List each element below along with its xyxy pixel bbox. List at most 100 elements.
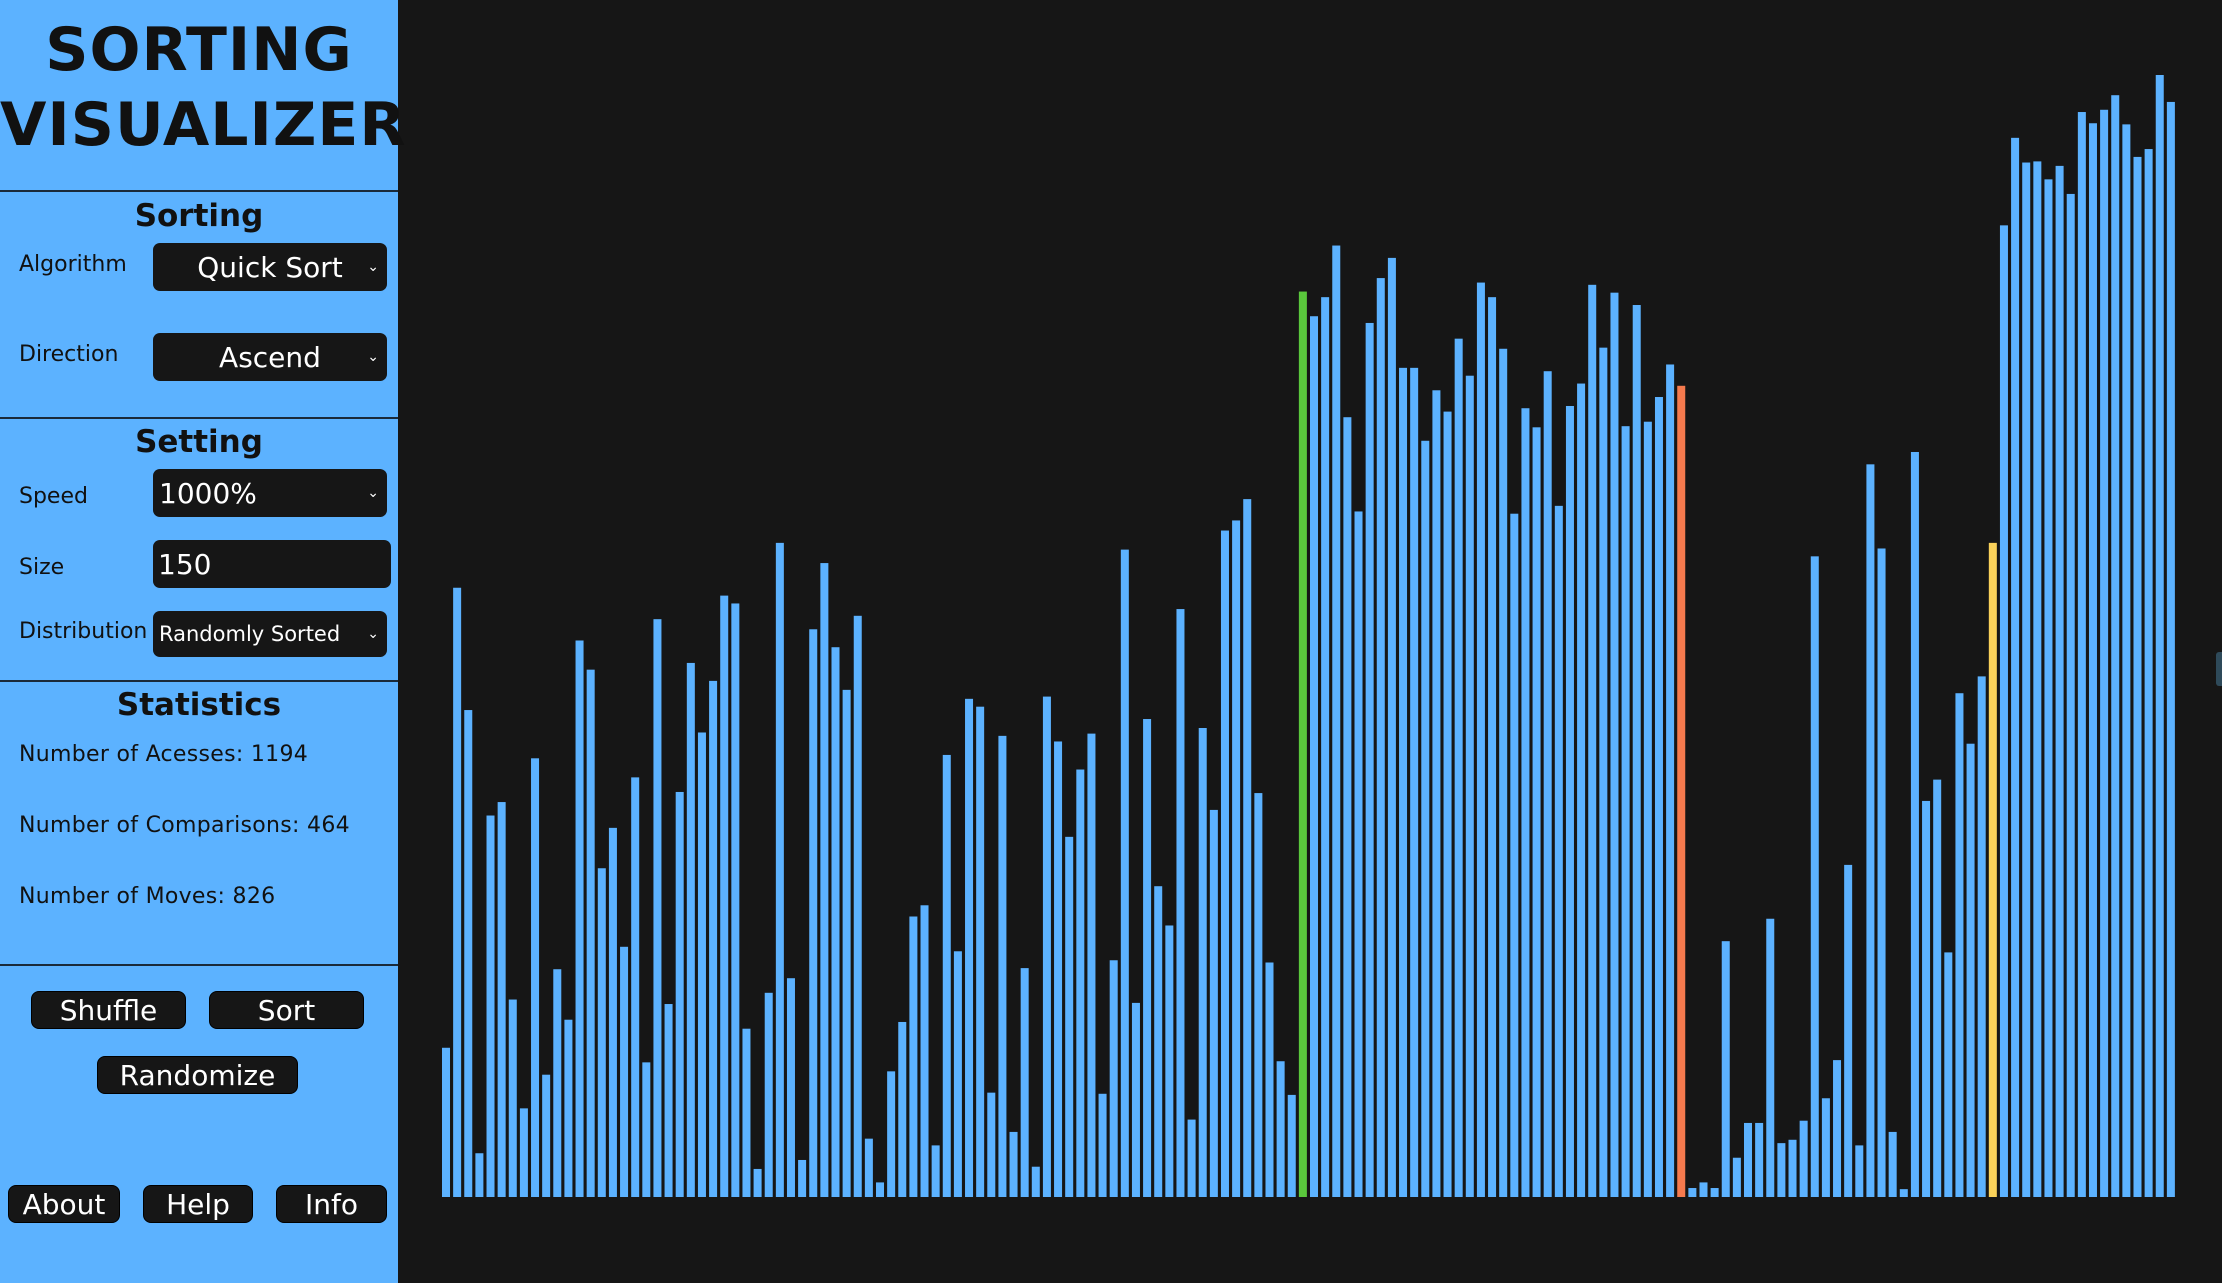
- array-bar: [1455, 339, 1463, 1197]
- array-bar: [865, 1139, 873, 1197]
- array-bar: [2078, 112, 2086, 1197]
- array-bar: [653, 619, 661, 1197]
- distribution-select[interactable]: Randomly Sorted ⌄: [153, 611, 387, 657]
- array-bar: [475, 1153, 483, 1197]
- chevron-down-icon: ⌄: [367, 626, 379, 642]
- array-bar: [1811, 556, 1819, 1197]
- array-bar: [843, 690, 851, 1197]
- about-button[interactable]: About: [8, 1185, 120, 1223]
- array-bar: [631, 777, 639, 1197]
- array-bar: [2156, 75, 2164, 1197]
- help-button[interactable]: Help: [143, 1185, 253, 1223]
- array-bar: [587, 670, 595, 1197]
- array-bar: [831, 647, 839, 1197]
- scroll-handle[interactable]: [2216, 652, 2222, 686]
- array-bar: [498, 802, 506, 1197]
- array-bar: [2089, 123, 2097, 1197]
- array-bar: [1132, 1003, 1140, 1197]
- speed-select[interactable]: 1000% ⌄: [153, 469, 387, 517]
- direction-select-value: Ascend: [219, 341, 321, 374]
- shuffle-button[interactable]: Shuffle: [31, 991, 186, 1029]
- array-bar: [1833, 1060, 1841, 1197]
- array-bar: [1432, 390, 1440, 1197]
- array-bar: [576, 640, 584, 1197]
- array-bar: [1188, 1120, 1196, 1197]
- array-bar: [2022, 163, 2030, 1197]
- array-bar: [1633, 305, 1641, 1197]
- divider: [0, 964, 398, 966]
- array-bar: [1711, 1188, 1719, 1197]
- array-bar: [1121, 550, 1129, 1197]
- array-bar: [1399, 368, 1407, 1197]
- array-bar: [1644, 422, 1652, 1197]
- bar-chart-canvas: [398, 0, 2222, 1283]
- distribution-label: Distribution: [19, 621, 147, 643]
- array-bar: [1366, 323, 1374, 1197]
- sorting-heading: Sorting: [0, 201, 398, 232]
- array-bar: [1978, 676, 1986, 1197]
- array-bar: [1232, 520, 1240, 1197]
- array-bar: [1288, 1095, 1296, 1197]
- info-button[interactable]: Info: [276, 1185, 387, 1223]
- array-bar: [2067, 194, 2075, 1197]
- array-bar: [731, 603, 739, 1197]
- chevron-down-icon: ⌄: [367, 485, 379, 501]
- array-bar: [442, 1048, 450, 1197]
- size-label: Size: [19, 557, 64, 579]
- array-bar: [1221, 531, 1229, 1197]
- array-bar: [1521, 408, 1529, 1197]
- array-bar: [720, 596, 728, 1197]
- array-bar: [487, 816, 495, 1197]
- array-bar: [809, 629, 817, 1197]
- array-bar: [1744, 1123, 1752, 1197]
- array-bar: [787, 978, 795, 1197]
- array-bar: [1889, 1132, 1897, 1197]
- array-bar: [1032, 1167, 1040, 1197]
- array-bar: [1388, 258, 1396, 1197]
- array-bar: [1355, 511, 1363, 1197]
- array-bar: [1844, 865, 1852, 1197]
- array-bar: [1043, 697, 1051, 1197]
- array-bar: [1377, 278, 1385, 1197]
- moves-count: Number of Moves: 826: [19, 886, 275, 908]
- sort-button[interactable]: Sort: [209, 991, 364, 1029]
- array-bar: [1822, 1098, 1830, 1197]
- array-bar: [1243, 499, 1251, 1197]
- array-bar: [1878, 548, 1886, 1197]
- randomize-button[interactable]: Randomize: [97, 1056, 298, 1094]
- array-bar: [642, 1062, 650, 1197]
- array-bar: [1666, 364, 1674, 1197]
- array-bar: [1110, 960, 1118, 1197]
- array-bar: [1510, 514, 1518, 1197]
- array-bar: [1210, 810, 1218, 1197]
- array-bar: [2044, 179, 2052, 1197]
- array-bar: [1911, 452, 1919, 1197]
- array-bar: [2133, 157, 2141, 1197]
- array-bar: [665, 1004, 673, 1197]
- array-bar: [1477, 283, 1485, 1197]
- array-bar: [1544, 371, 1552, 1197]
- array-bar: [1855, 1145, 1863, 1197]
- algorithm-select-value: Quick Sort: [197, 251, 342, 284]
- algorithm-select[interactable]: Quick Sort ⌄: [153, 243, 387, 291]
- size-input[interactable]: 150: [153, 540, 391, 588]
- array-bar: [1488, 297, 1496, 1197]
- array-bar: [553, 969, 561, 1197]
- array-bar: [1010, 1132, 1018, 1197]
- array-bar: [1444, 412, 1452, 1197]
- array-bar: [1254, 793, 1262, 1197]
- array-bar: [1277, 1061, 1285, 1197]
- comparisons-count: Number of Comparisons: 464: [19, 815, 350, 837]
- array-bar: [1176, 609, 1184, 1197]
- direction-select[interactable]: Ascend ⌄: [153, 333, 387, 381]
- array-bar-swap: [1989, 543, 1997, 1197]
- array-bar: [1588, 285, 1596, 1197]
- array-bar: [2100, 110, 2108, 1197]
- array-bar: [954, 951, 962, 1197]
- size-input-value: 150: [158, 548, 211, 581]
- setting-heading: Setting: [0, 427, 398, 458]
- array-bar: [921, 905, 929, 1197]
- array-bar: [1310, 316, 1318, 1197]
- array-bar: [909, 917, 917, 1198]
- divider: [0, 680, 398, 682]
